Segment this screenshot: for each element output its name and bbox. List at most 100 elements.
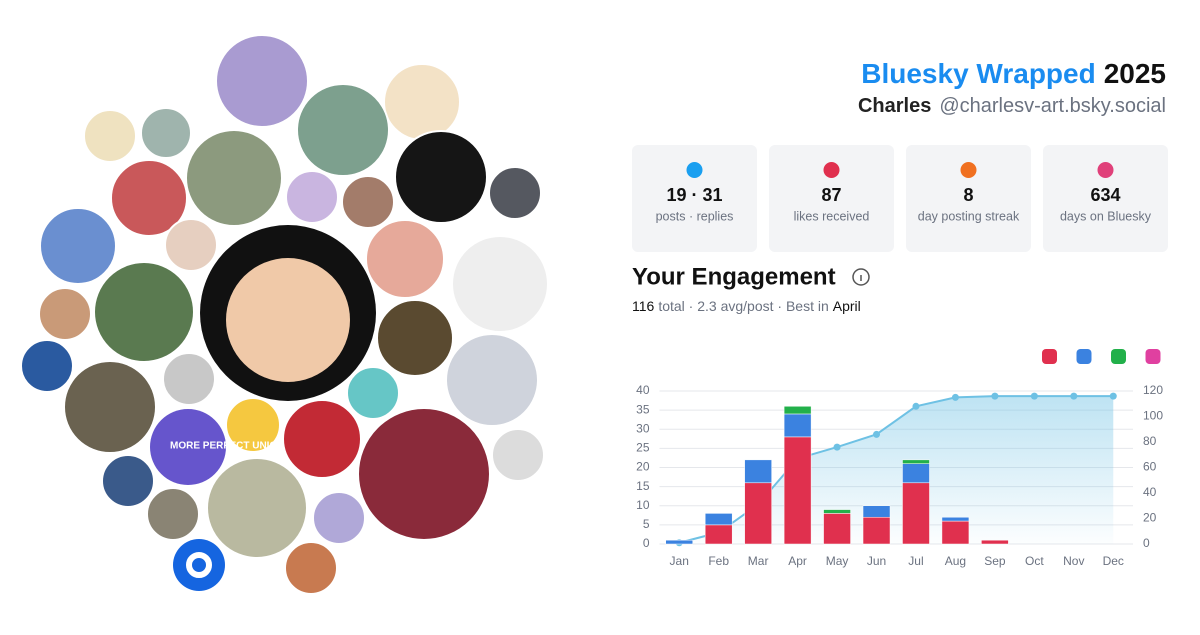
bar-segment [783, 436, 812, 545]
engagement-best: April [833, 298, 861, 314]
avatar[interactable] [164, 218, 218, 272]
avatar[interactable] [341, 175, 395, 229]
avatar-label: MORE PERFECT UNION [170, 441, 284, 452]
stat-card [769, 145, 894, 252]
x-tick-label: Nov [1063, 554, 1084, 568]
engagement-title: Your Engagement [632, 263, 836, 290]
stat-value: 634 [1090, 185, 1120, 205]
x-tick-label: Dec [1103, 554, 1124, 568]
bar-segment [823, 513, 851, 545]
user: Charles @charlesv-art.bsky.social [858, 95, 1166, 117]
cumulative-point [951, 393, 959, 401]
user-name: Charles [858, 95, 931, 117]
y2-tick-label: 60 [1143, 460, 1157, 474]
x-tick-label: Jun [867, 554, 886, 568]
bar-segment [902, 463, 930, 484]
avatar[interactable] [346, 366, 400, 420]
avatar[interactable] [150, 409, 226, 485]
avatar[interactable] [491, 428, 545, 482]
cumulative-point [912, 402, 920, 410]
stat-icon [1097, 162, 1114, 178]
logo-ring [186, 552, 212, 578]
avatar[interactable] [445, 333, 539, 427]
y-tick-label: 10 [636, 498, 650, 512]
y-tick-label: 0 [643, 536, 650, 550]
stat-value: 87 [821, 185, 841, 205]
avatar-main-face [226, 258, 350, 382]
x-tick-label: May [826, 554, 849, 568]
bar-segment [902, 482, 930, 545]
legend-icon[interactable] [1042, 349, 1057, 364]
stat-label: likes received [794, 209, 870, 223]
y-tick-label: 5 [643, 517, 650, 531]
avatar[interactable] [376, 299, 454, 377]
stat-label: posts · replies [656, 209, 734, 223]
avatar[interactable] [312, 491, 366, 545]
y-tick-label: 25 [636, 441, 650, 455]
avatar[interactable] [39, 207, 117, 285]
legend-icon[interactable] [1076, 349, 1092, 364]
x-tick-label: Jul [908, 554, 923, 568]
y2-tick-label: 100 [1143, 409, 1163, 423]
avatar[interactable] [225, 397, 281, 453]
bar-segment [665, 539, 693, 545]
cumulative-point [873, 430, 881, 438]
avatar[interactable] [83, 109, 137, 163]
x-tick-label: Sep [984, 554, 1006, 568]
engagement-total: 116 [632, 298, 655, 314]
cumulative-point [1070, 392, 1078, 400]
bar-segment [941, 516, 970, 522]
bar-segment [862, 505, 891, 518]
bar-segment [744, 459, 772, 484]
x-tick-label: Feb [708, 554, 729, 568]
avatar[interactable] [488, 166, 542, 220]
cumulative-area [679, 396, 1114, 544]
bar-segment [783, 406, 812, 415]
avatar[interactable] [451, 235, 549, 333]
avatar[interactable] [383, 63, 461, 141]
title: Bluesky Wrapped 2025 [861, 58, 1166, 89]
y-tick-label: 15 [636, 479, 650, 493]
info-icon[interactable] [852, 268, 870, 286]
engagement-subtitle: 116 total · 2.3 avg/post · Best in April [632, 298, 861, 314]
avatar[interactable] [38, 287, 92, 341]
avatar[interactable] [162, 352, 216, 406]
avatar[interactable] [206, 457, 308, 559]
avatar[interactable] [63, 360, 157, 454]
legend-icon[interactable] [1111, 349, 1126, 364]
avatar[interactable] [296, 83, 390, 177]
avatar[interactable] [93, 261, 195, 363]
stat-card [632, 145, 757, 252]
avatar[interactable] [284, 541, 338, 595]
stat-icon [686, 162, 703, 178]
stat-label: day posting streak [918, 209, 1020, 223]
avatar[interactable] [146, 487, 200, 541]
stat-label: days on Bluesky [1060, 209, 1152, 223]
title-year: 2025 [1104, 58, 1166, 89]
avatar[interactable] [215, 34, 309, 128]
y-tick-label: 40 [636, 383, 650, 397]
avatar[interactable] [365, 219, 445, 299]
title-brand: Bluesky Wrapped [861, 58, 1095, 89]
avatar[interactable] [285, 170, 339, 224]
cumulative-point [1030, 392, 1038, 400]
avatar[interactable] [140, 107, 192, 159]
y2-tick-label: 20 [1143, 511, 1157, 525]
avatar[interactable] [357, 407, 491, 541]
avatar[interactable] [394, 130, 488, 224]
stat-value: 8 [963, 185, 973, 205]
x-tick-label: Aug [945, 554, 966, 568]
avatar[interactable] [101, 454, 155, 508]
y2-tick-label: 0 [1143, 536, 1150, 550]
bar-segment [783, 413, 812, 438]
avatar[interactable] [185, 129, 283, 227]
avatar[interactable] [20, 339, 74, 393]
user-handle: @charlesv-art.bsky.social [939, 95, 1166, 117]
avatar[interactable] [282, 399, 362, 479]
avatar[interactable] [110, 159, 188, 237]
y-tick-label: 30 [636, 421, 650, 435]
legend-icon[interactable] [1145, 349, 1161, 364]
avatar-logo[interactable] [173, 539, 225, 591]
x-tick-label: Jan [670, 554, 689, 568]
y-tick-label: 20 [636, 460, 650, 474]
